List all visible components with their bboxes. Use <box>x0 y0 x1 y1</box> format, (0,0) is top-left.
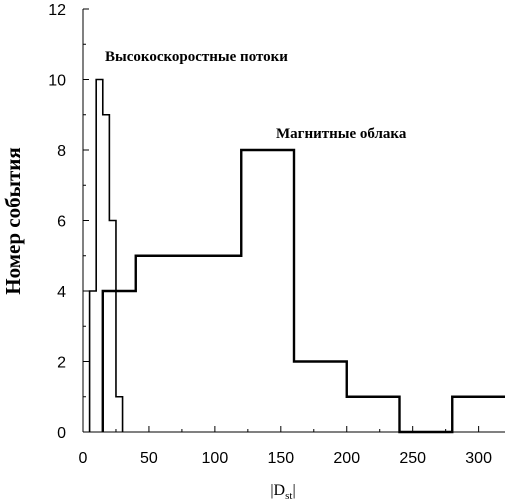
y-tick-label: 0 <box>57 425 66 442</box>
x-tick-label: 150 <box>267 450 294 467</box>
y-tick-label: 4 <box>57 284 66 301</box>
y-axis-label: Номер события <box>1 147 25 294</box>
labels: Номер события |Dst| Высокоскоростные пот… <box>1 49 407 500</box>
y-tick-label: 6 <box>57 214 66 231</box>
x-tick-label: 250 <box>399 450 426 467</box>
y-tick-label: 2 <box>57 355 66 372</box>
ticks: 0 50 100 150 200 250 300 0 2 4 6 8 10 12 <box>48 2 492 467</box>
series-layer <box>88 78 505 434</box>
y-tick-label: 12 <box>48 2 66 19</box>
annotation-high-speed-streams: Высокоскоростные потоки <box>105 49 288 65</box>
series-step-line-0 <box>88 78 124 432</box>
x-tick-label: 100 <box>202 450 229 467</box>
series-step-line-1 <box>101 148 505 434</box>
x-tick-label: 50 <box>140 450 158 467</box>
annotation-magnetic-clouds: Магнитные облака <box>276 126 407 142</box>
x-tick-label: 300 <box>465 450 492 467</box>
x-axis-label: |Dst| <box>270 482 295 500</box>
x-tick-label: 200 <box>333 450 360 467</box>
y-tick-label: 10 <box>48 73 66 90</box>
y-tick-label: 8 <box>57 143 66 160</box>
x-tick-label: 0 <box>79 450 88 467</box>
